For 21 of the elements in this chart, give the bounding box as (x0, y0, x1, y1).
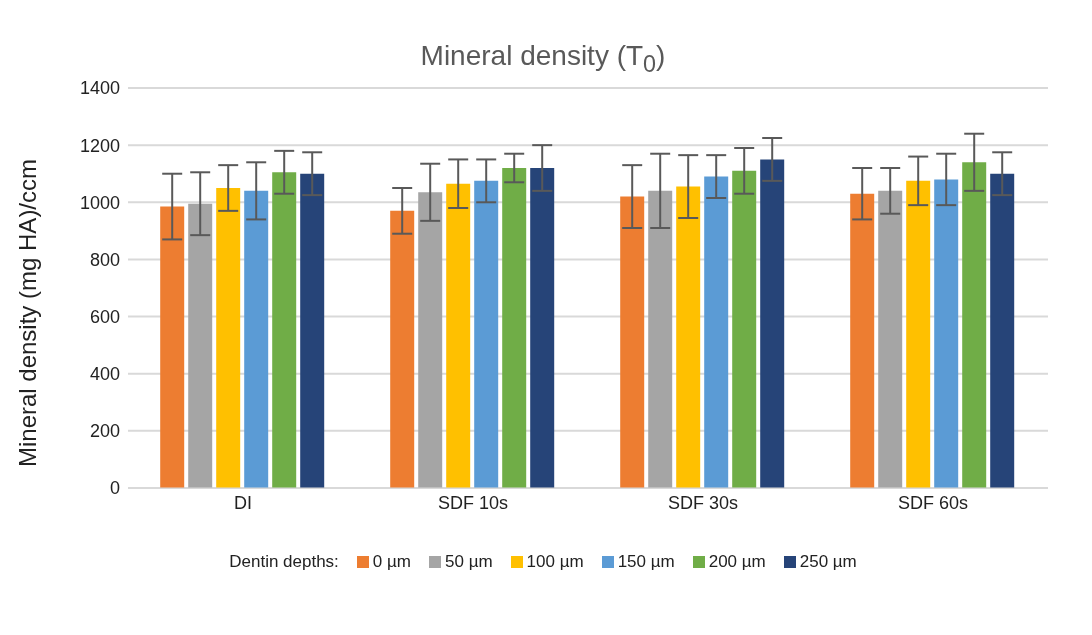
y-tick-label: 200 (89, 420, 120, 441)
legend-label: 50 µm (444, 551, 493, 572)
y-tick-label: 1400 (79, 77, 120, 98)
y-tick-label: 400 (89, 363, 120, 384)
x-tick-label: SDF 30s (667, 492, 739, 513)
y-tick-label: 1200 (79, 135, 120, 156)
x-tick-label: SDF 10s (437, 492, 509, 513)
legend-label: 200 µm (707, 551, 766, 572)
legend-label: 250 µm (798, 551, 857, 572)
x-tick-label: SDF 60s (897, 492, 969, 513)
chart-title: Mineral density (T$_{0}$) (419, 40, 667, 78)
x-tick-label: DI (234, 492, 252, 513)
y-tick-label: 600 (89, 306, 120, 327)
y-tick-label: 1000 (79, 192, 120, 213)
y-axis-title: Mineral density (mg HA)/ccm (14, 158, 42, 467)
legend-label: 0 µm (371, 551, 411, 572)
legend-title: Dentin depths: (229, 551, 339, 572)
y-tick-label: 800 (89, 249, 120, 270)
y-tick-label: 0 (109, 477, 120, 498)
legend-label: 100 µm (525, 551, 584, 572)
legend-label: 150 µm (616, 551, 675, 572)
